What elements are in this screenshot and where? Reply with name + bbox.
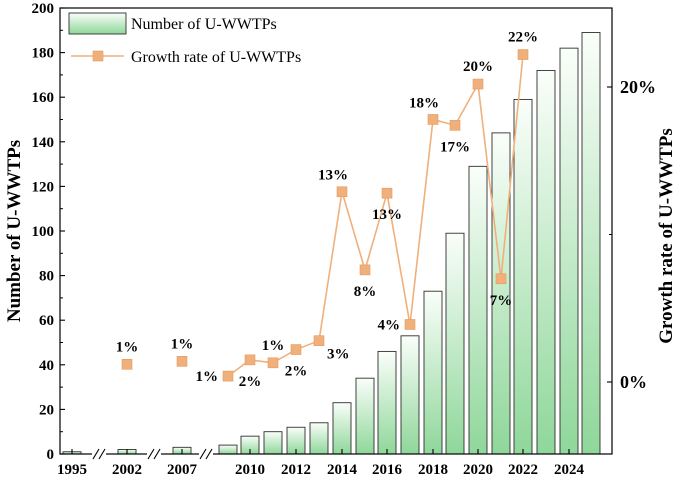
axis-break-mark <box>205 448 213 460</box>
bar-2015 <box>355 377 375 455</box>
y-right-tick-label: 20% <box>620 77 656 97</box>
y-left-tick-label: 180 <box>32 46 55 62</box>
growth-marker-2012 <box>290 344 302 355</box>
bar-2019 <box>445 232 465 455</box>
x-tick-label: 2007 <box>167 462 198 478</box>
growth-label-2007: 1% <box>171 336 194 352</box>
axis-break-mark <box>153 448 161 460</box>
growth-label-2010: 2% <box>239 374 262 390</box>
x-tick-label: 2002 <box>112 462 142 478</box>
growth-label-2012: 2% <box>285 364 308 380</box>
growth-marker-2009 <box>222 370 234 382</box>
x-tick-label: 2022 <box>508 462 538 478</box>
axis-break-mark <box>147 448 155 460</box>
bar-2018 <box>423 290 443 455</box>
legend-bar-label: Number of U-WWTPs <box>131 16 277 33</box>
x-tick-label: 1995 <box>57 462 87 478</box>
x-tick-label: 2014 <box>327 462 358 478</box>
growth-marker-2018 <box>427 114 439 125</box>
growth-label-2017: 4% <box>378 317 401 333</box>
y-left-tick-label: 40 <box>39 358 54 374</box>
growth-marker-2021 <box>495 273 507 285</box>
growth-label-2015: 8% <box>354 284 377 300</box>
growth-marker-2015 <box>359 264 371 276</box>
y-left-tick-label: 200 <box>32 1 55 17</box>
y-left-tick-label: 60 <box>39 313 54 329</box>
growth-marker-2014 <box>336 186 348 198</box>
axis-break-gap <box>92 451 106 457</box>
axis-break-mark <box>199 448 207 460</box>
x-tick-label: 2016 <box>372 462 403 478</box>
bars-layer <box>62 32 601 455</box>
y-right-tick-label: 0% <box>620 372 647 392</box>
bar-2024 <box>559 47 579 455</box>
bar-2011 <box>263 431 283 455</box>
bar-2020 <box>468 165 488 455</box>
growth-marker-2007 <box>176 356 188 367</box>
bar-2013 <box>309 422 329 455</box>
bar-2023 <box>536 69 556 455</box>
y-left-tick-label: 120 <box>32 179 55 195</box>
growth-marker-2017 <box>404 319 416 330</box>
growth-marker-2016 <box>381 187 393 199</box>
growth-label-2002: 1% <box>116 339 139 355</box>
growth-marker-2011 <box>267 357 279 369</box>
y-left-tick-label: 100 <box>32 224 55 240</box>
x-tick-label: 2024 <box>554 462 585 478</box>
growth-label-2019: 17% <box>440 139 470 155</box>
axis-layer: 0 20 40 60 80 100 120 140 160 180 200 0% 20% 1995 2002… <box>32 1 657 478</box>
axis-break-mark <box>98 448 106 460</box>
bar-2016 <box>377 350 397 455</box>
legend-line-label: Growth rate of U-WWTPs <box>131 49 301 66</box>
y-axis-left-title: Number of U-WWTPs <box>4 140 25 322</box>
y-left-tick-label: 140 <box>32 135 55 151</box>
growth-marker-2010 <box>244 354 256 366</box>
x-tick-label: 2018 <box>418 462 448 478</box>
growth-label-2014: 13% <box>318 168 348 184</box>
bar-2017 <box>400 335 420 455</box>
x-tick-label: 2020 <box>463 462 493 478</box>
legend-bar-swatch <box>68 12 127 35</box>
bar-2009 <box>218 444 238 455</box>
growth-label-2013: 3% <box>327 347 350 363</box>
growth-line-layer <box>121 49 529 382</box>
axis-break-mark <box>92 448 100 460</box>
growth-label-2011: 1% <box>262 338 285 354</box>
axis-break-gap <box>199 451 213 457</box>
x-tick-label: 2012 <box>281 462 311 478</box>
growth-label-2021: 7% <box>490 293 513 309</box>
growth-marker-2022 <box>517 49 529 60</box>
bar-2022 <box>513 98 533 455</box>
growth-labels-layer: 1% 1%1% 2%1%2%3%13%8%13%4%18%17%20%7%22% <box>116 30 538 390</box>
legend: Number of U-WWTPs Growth rate of U-WWTPs <box>68 12 301 66</box>
x-tick-label: 2010 <box>235 462 265 478</box>
growth-label-2022: 22% <box>508 30 538 46</box>
growth-marker-2020 <box>472 78 484 90</box>
bar-2025 <box>581 32 601 455</box>
growth-label-2020: 20% <box>463 59 493 75</box>
axis-break-gap <box>147 451 161 457</box>
y-axis-right-title: Growth rate of U-WWTPs <box>656 128 677 343</box>
growth-label-2016: 13% <box>372 207 402 223</box>
y-left-tick-label: 0 <box>47 447 55 463</box>
legend-line-marker <box>92 50 104 62</box>
growth-label-2009: 1% <box>196 369 219 385</box>
growth-marker-2002 <box>121 358 133 370</box>
growth-marker-2019 <box>449 120 461 131</box>
y-left-tick-label: 160 <box>32 90 55 106</box>
y-left-tick-label: 80 <box>39 269 54 285</box>
growth-marker-2013 <box>313 335 325 347</box>
bar-2014 <box>332 402 352 455</box>
growth-label-2018: 18% <box>409 95 439 111</box>
y-left-tick-label: 20 <box>39 402 54 418</box>
